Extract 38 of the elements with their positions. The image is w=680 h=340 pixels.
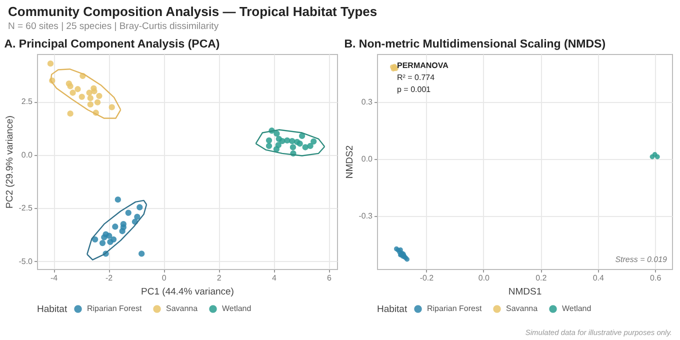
x-tick-label: -0.2 [420,274,434,282]
legend-label: Wetland [222,304,252,313]
text: Community Composition Analysis — Tropical Habitat Types [8,4,378,19]
annotation: PERMANOVA [397,61,449,70]
x-axis-title: NMDS1 [508,286,542,298]
annotation: R² = 0.774 [397,73,436,82]
x-tick-label: 0.6 [650,274,662,282]
annotation: Stress = 0.019 [615,255,668,264]
x-tick-label: 0.2 [536,274,548,282]
x-tick-label: 4 [272,274,277,282]
x-tick-label: 6 [327,274,332,282]
legend-label: Wetland [562,304,592,313]
chart-title: A. Principal Component Analysis (PCA) [4,38,220,50]
x-tick-label: 0.4 [592,274,604,282]
text: N = 60 sites | 25 species | Bray-Curtis dissimilarity [8,21,220,32]
legend-label: Riparian Forest [87,304,142,313]
legend-title: Habitat [377,304,408,315]
y-tick-label: 0.0 [361,154,374,164]
y-axis-title: NMDS2 [344,145,356,179]
x-tick-label: -2 [105,274,114,282]
x-tick-label: 0 [162,274,167,282]
legend-title: Habitat [37,304,68,315]
y-axis-title: PC2 (29.9% variance) [4,116,16,208]
y-tick-label: 0.0 [21,150,34,160]
chart-title: B. Non-metric Multidimensional Scaling (NMDS) [344,38,606,50]
y-tick-label: 2.5 [21,97,34,106]
annotation: p = 0.001 [397,85,432,94]
y-tick-label: -5.0 [18,256,34,266]
x-axis-title: PC1 (44.4% variance) [141,286,234,298]
x-tick-label: 2 [216,274,222,282]
y-tick-label: -0.3 [358,212,374,221]
y-tick-label: -2.5 [18,204,34,213]
legend-label: Savanna [166,304,198,313]
legend-label: Savanna [506,304,538,313]
x-tick-label: 0.0 [478,274,490,282]
legend-label: Riparian Forest [427,304,482,313]
x-tick-label: -4 [50,274,58,282]
y-tick-label: 0.3 [361,98,374,107]
